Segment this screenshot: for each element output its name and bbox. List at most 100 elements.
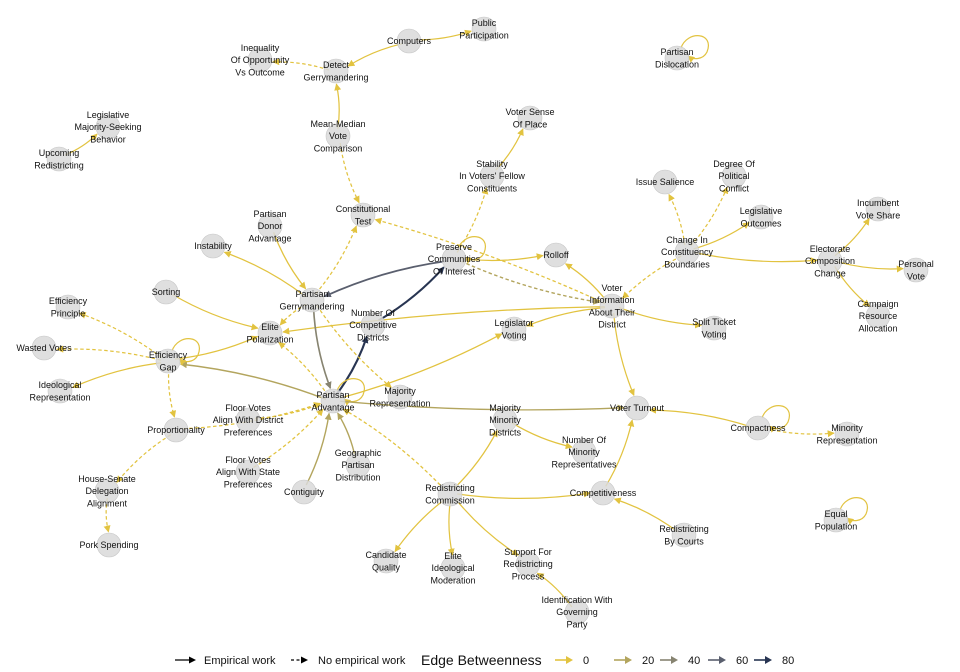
- node-electorate_change[interactable]: [817, 248, 843, 274]
- node-label-partisan_advantage: Partisan Advantage: [311, 390, 354, 412]
- legend-betweenness-arrowhead-0: [566, 656, 573, 664]
- node-identification_party[interactable]: [564, 599, 590, 625]
- node-voter_turnout[interactable]: [624, 395, 650, 421]
- node-label-geographic_partisan: Geographic Partisan Distribution: [335, 448, 382, 482]
- edge-redistricting_commission-to-candidate_quality: [394, 498, 446, 553]
- node-split_ticket[interactable]: [701, 315, 727, 341]
- node-label-redistricting_courts: Redistricting By Courts: [659, 524, 709, 546]
- node-majority_rep[interactable]: [387, 384, 413, 410]
- node-compactness[interactable]: [745, 415, 771, 441]
- node-voter_sense_place[interactable]: [517, 105, 543, 131]
- node-label-electorate_change: Electorate Composition Change: [805, 244, 855, 278]
- edge-preserve_communities-to-rolloff: [461, 253, 544, 262]
- node-degree_conflict[interactable]: [721, 163, 747, 189]
- legend: Empirical work No empirical work Edge Be…: [175, 652, 794, 668]
- node-competitiveness[interactable]: [590, 480, 616, 506]
- node-legislator_voting[interactable]: [501, 316, 527, 342]
- node-label-incumbent_vote: Incumbent Vote Share: [856, 198, 901, 220]
- node-redistricting_courts[interactable]: [671, 522, 697, 548]
- node-stability[interactable]: [479, 163, 505, 189]
- node-label-voter_sense_place: Voter Sense Of Place: [505, 107, 554, 129]
- node-partisan_donor[interactable]: [257, 213, 283, 239]
- legend-betweenness-arrowhead-40: [671, 656, 678, 664]
- edge-change_boundaries-to-voter_info: [622, 255, 682, 299]
- node-ideological_rep[interactable]: [47, 378, 73, 404]
- node-upcoming_redistricting[interactable]: [46, 146, 72, 172]
- legend-betweenness-label-60: 60: [736, 655, 748, 667]
- node-label-pork_spending: Pork Spending: [79, 540, 138, 550]
- edge-voter_info-to-split_ticket: [618, 306, 702, 329]
- node-elite_polarization[interactable]: [257, 320, 283, 346]
- node-contiguity[interactable]: [291, 479, 317, 505]
- edge-efficiency_gap-to-proportionality: [167, 368, 177, 418]
- node-rolloff[interactable]: [543, 242, 569, 268]
- node-personal_vote[interactable]: [903, 257, 929, 283]
- node-label-preserve_communities: Preserve Communities Of Interest: [428, 242, 481, 276]
- node-legislative_majority[interactable]: [95, 114, 121, 140]
- legend-betweenness-title: Edge Betweenness: [421, 652, 542, 668]
- edge-change_boundaries-to-issue_salience: [668, 193, 686, 246]
- node-label-sorting: Sorting: [152, 287, 181, 297]
- labels-layer: Computers Public Participation Partisan Disl…: [16, 18, 933, 629]
- node-label-number_competitive: Number Of Competitive Districts: [349, 308, 397, 342]
- node-elite_ideological[interactable]: [440, 555, 466, 581]
- node-label-partisan_dislocation: Partisan Dislocation: [655, 47, 699, 69]
- edge-partisan_gerry-to-constitutional_test: [315, 225, 358, 295]
- edge-preserve_communities-to-stability: [456, 187, 489, 253]
- node-issue_salience[interactable]: [652, 169, 678, 195]
- node-floor_votes_state[interactable]: [235, 459, 261, 485]
- edge-change_boundaries-to-legislative_outcomes: [693, 222, 750, 250]
- legend-betweenness-label-20: 20: [642, 655, 654, 667]
- node-legislative_outcomes[interactable]: [748, 204, 774, 230]
- node-partisan_gerry[interactable]: [299, 287, 325, 313]
- edge-competitiveness-to-voter_turnout: [605, 419, 635, 487]
- node-label-detect_gerry: Detect Gerrymandering: [303, 60, 368, 82]
- node-mean_median[interactable]: [325, 123, 351, 149]
- node-voter_info[interactable]: [599, 293, 625, 319]
- node-label-support_redistricting: Support For Redistricting Process: [503, 547, 553, 581]
- edge-partisan_advantage-to-voter_turnout: [340, 400, 625, 412]
- node-detect_gerry[interactable]: [323, 58, 349, 84]
- edge-compactness-to-voter_turnout: [649, 406, 752, 428]
- node-preserve_communities[interactable]: [441, 246, 467, 272]
- node-number_competitive[interactable]: [360, 312, 386, 338]
- node-label-change_boundaries: Change In Constituency Boundaries: [661, 235, 714, 269]
- node-incumbent_vote[interactable]: [865, 196, 891, 222]
- node-number_minority_reps[interactable]: [571, 439, 597, 465]
- node-majority_minority[interactable]: [492, 407, 518, 433]
- node-candidate_quality[interactable]: [373, 548, 399, 574]
- node-change_boundaries[interactable]: [674, 239, 700, 265]
- node-label-proportionality: Proportionality: [147, 425, 205, 435]
- node-support_redistricting[interactable]: [515, 551, 541, 577]
- node-campaign_resource[interactable]: [865, 303, 891, 329]
- node-constitutional_test[interactable]: [350, 202, 376, 228]
- node-sorting[interactable]: [153, 279, 179, 305]
- edge-compactness-to-compactness: [761, 405, 791, 433]
- legend-non-empirical-label: No empirical work: [318, 655, 406, 667]
- node-label-degree_conflict: Degree Of Political Conflict: [713, 159, 755, 193]
- edge-voter_info-to-elite_polarization: [282, 305, 605, 335]
- node-pork_spending[interactable]: [96, 532, 122, 558]
- node-label-minority_rep: Minority Representation: [816, 423, 877, 445]
- node-equal_population[interactable]: [823, 507, 849, 533]
- node-efficiency_gap[interactable]: [155, 348, 181, 374]
- node-minority_rep[interactable]: [834, 421, 860, 447]
- node-proportionality[interactable]: [163, 417, 189, 443]
- node-geographic_partisan[interactable]: [345, 452, 371, 478]
- nodes-layer: [31, 16, 929, 625]
- node-house_senate[interactable]: [94, 478, 120, 504]
- edge-partisan_advantage-to-elite_polarization: [278, 342, 329, 397]
- edge-partisan_gerry-to-partisan_advantage: [312, 306, 332, 389]
- node-label-equal_population: Equal Population: [815, 509, 858, 531]
- node-partisan_dislocation[interactable]: [664, 45, 690, 71]
- node-efficiency_principle[interactable]: [55, 294, 81, 320]
- node-public_participation[interactable]: [471, 16, 497, 42]
- node-computers[interactable]: [396, 28, 422, 54]
- node-floor_votes_district[interactable]: [235, 407, 261, 433]
- node-wasted_votes[interactable]: [31, 335, 57, 361]
- node-instability[interactable]: [200, 233, 226, 259]
- node-redistricting_commission[interactable]: [437, 481, 463, 507]
- node-inequality[interactable]: [247, 47, 273, 73]
- node-label-partisan_gerry: Partisan Gerrymandering: [279, 289, 344, 311]
- node-partisan_advantage[interactable]: [320, 388, 346, 414]
